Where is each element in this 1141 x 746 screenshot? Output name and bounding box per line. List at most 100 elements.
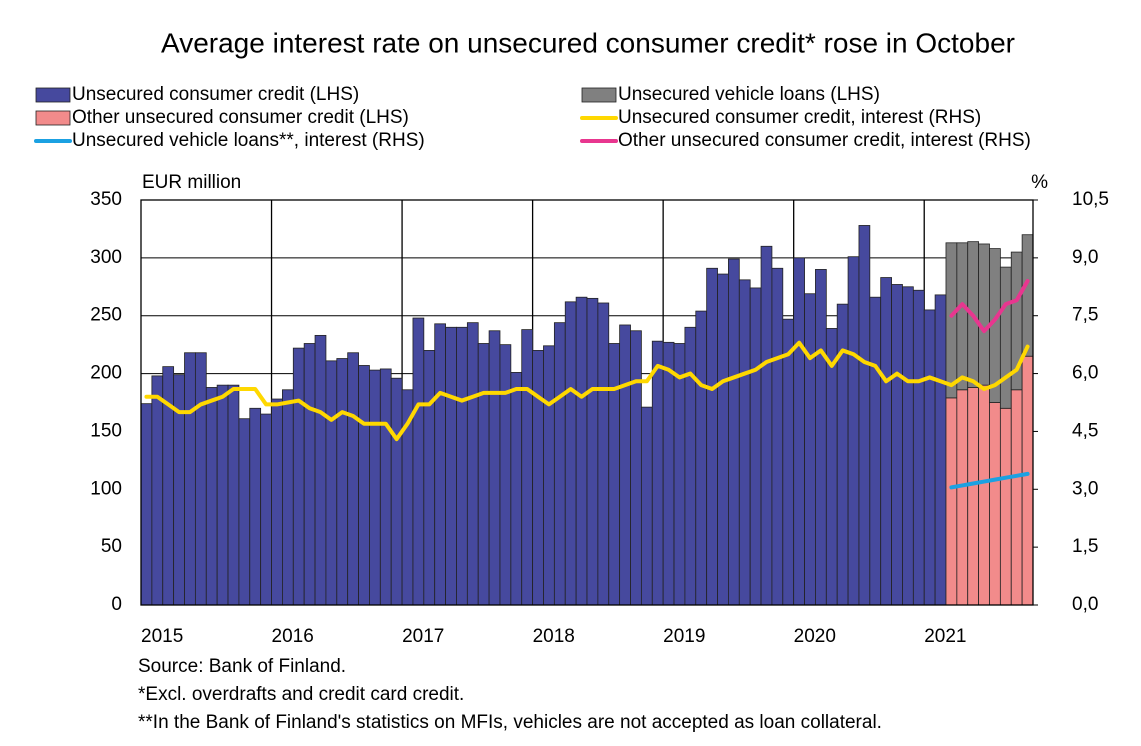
bar: [847, 256, 860, 606]
bar: [194, 352, 207, 606]
bar: [336, 358, 349, 606]
footnote: **In the Bank of Finland's statistics on…: [138, 712, 882, 733]
bar: [815, 269, 827, 606]
bar: [586, 297, 599, 606]
bar: [553, 322, 566, 606]
bar: [456, 326, 468, 606]
bar: [760, 245, 773, 606]
bar: [869, 296, 882, 606]
y2-tick-label: 6,0: [1072, 363, 1098, 384]
bar: [891, 284, 903, 606]
bar: [358, 365, 370, 606]
y2-tick-label: 9,0: [1072, 247, 1098, 268]
bar: [771, 267, 784, 606]
bar: [880, 277, 892, 606]
bar: [466, 322, 479, 606]
bar: [978, 384, 990, 606]
x-tick-label: 2016: [272, 626, 314, 647]
legend-label: Unsecured vehicle loans**, interest (RHS…: [72, 130, 425, 151]
bar: [999, 407, 1012, 606]
bar: [999, 266, 1012, 409]
y-tick-label: 150: [90, 420, 122, 441]
bar: [782, 318, 795, 606]
bar: [445, 326, 457, 606]
bar: [227, 384, 240, 606]
bar: [934, 294, 947, 606]
bar: [630, 330, 642, 606]
bar: [706, 267, 718, 606]
bar: [325, 360, 338, 606]
bar: [434, 323, 446, 606]
bar: [347, 352, 359, 606]
y-tick-label: 100: [90, 478, 122, 499]
y-tick-label: 350: [90, 189, 122, 210]
legend-label: Unsecured consumer credit (LHS): [72, 84, 359, 105]
bar: [488, 330, 501, 606]
y2-axis-label: %: [1031, 172, 1048, 193]
x-tick-label: 2015: [141, 626, 183, 647]
bar: [140, 403, 153, 606]
bar: [825, 328, 838, 606]
bar: [923, 309, 936, 606]
y-tick-label: 300: [90, 247, 122, 268]
bar: [543, 345, 555, 606]
x-tick-label: 2021: [924, 626, 966, 647]
x-tick-label: 2017: [402, 626, 444, 647]
bar: [662, 341, 675, 606]
bar: [945, 242, 958, 399]
legend-swatch: [35, 87, 71, 103]
x-tick-label: 2019: [663, 626, 705, 647]
y-tick-label: 200: [90, 363, 122, 384]
bar: [477, 343, 490, 606]
legend-swatch: [581, 87, 617, 103]
bar: [804, 293, 816, 606]
bar: [412, 317, 425, 606]
y2-tick-label: 10,5: [1072, 189, 1109, 210]
bar: [1021, 234, 1034, 357]
bar: [651, 340, 664, 606]
legend-label: Unsecured consumer credit, interest (RHS…: [618, 107, 981, 128]
bar: [597, 302, 610, 606]
bar: [532, 350, 544, 606]
bar: [640, 406, 653, 606]
y2-tick-label: 4,5: [1072, 420, 1098, 441]
line: [144, 340, 1030, 442]
bar: [1010, 389, 1023, 606]
bar: [205, 387, 218, 606]
bar: [575, 296, 588, 606]
bar: [499, 344, 512, 606]
bar: [912, 289, 925, 606]
bar: [728, 258, 740, 606]
bar: [738, 279, 751, 606]
bar: [989, 402, 1001, 606]
bar: [510, 372, 523, 606]
bar: [673, 343, 686, 606]
legend-label: Unsecured vehicle loans (LHS): [618, 84, 880, 105]
bar: [956, 389, 969, 606]
source-note: Source: Bank of Finland.: [138, 656, 346, 677]
line: [949, 471, 1030, 490]
y2-tick-label: 0,0: [1072, 594, 1098, 615]
bar: [151, 375, 164, 606]
y2-tick-label: 1,5: [1072, 536, 1098, 557]
bar: [271, 398, 283, 606]
y2-tick-label: 7,5: [1072, 305, 1098, 326]
bar: [238, 418, 251, 606]
bar: [945, 397, 958, 606]
x-tick-label: 2018: [533, 626, 575, 647]
legend-label: Other unsecured consumer credit (LHS): [72, 107, 409, 128]
bar: [608, 343, 621, 606]
bar: [216, 384, 229, 606]
bar: [717, 273, 729, 606]
bar: [619, 324, 631, 606]
chart-title: Average interest rate on unsecured consu…: [161, 27, 1015, 58]
legend-label: Other unsecured consumer credit, interes…: [618, 130, 1031, 151]
bar: [282, 389, 294, 606]
bar: [390, 377, 403, 606]
x-tick-label: 2020: [794, 626, 836, 647]
y-tick-label: 50: [101, 536, 122, 557]
bar: [260, 413, 272, 606]
bar: [521, 329, 534, 606]
bar: [423, 350, 436, 606]
bar: [684, 326, 697, 606]
